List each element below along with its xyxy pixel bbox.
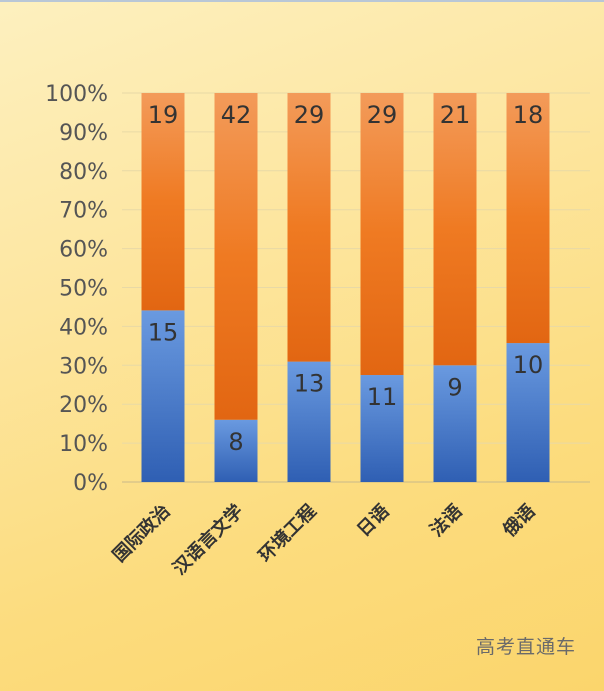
data-label: 9 (447, 373, 462, 401)
bar-segment (141, 310, 185, 482)
bar-segment (360, 375, 404, 482)
y-tick-label: 0% (73, 471, 108, 496)
y-tick-label: 80% (59, 160, 108, 185)
y-axis: 0% 10% 20% 30% 40% 50% 60% 70% 80% 90% 100% (45, 82, 108, 496)
x-tick-label: 国际政治 (108, 500, 174, 566)
data-label: 13 (294, 370, 325, 398)
bars (141, 93, 550, 482)
data-label: 29 (294, 101, 325, 129)
y-tick-label: 50% (59, 277, 108, 302)
y-tick-label: 70% (59, 199, 108, 224)
data-label: 42 (221, 101, 252, 129)
bar-segment (506, 93, 550, 344)
data-label: 8 (228, 428, 243, 456)
bar-segment (287, 361, 331, 482)
x-tick-label: 汉语言文学 (168, 500, 247, 579)
y-tick-label: 100% (45, 82, 108, 107)
y-tick-label: 90% (59, 121, 108, 146)
data-label: 11 (367, 383, 398, 411)
bar-segment (214, 93, 258, 420)
data-label: 18 (513, 101, 544, 129)
bar-segment (287, 93, 331, 362)
data-label: 19 (148, 101, 179, 129)
data-label: 29 (367, 101, 398, 129)
segment-labels: 15 19 8 42 13 29 11 29 9 21 10 18 (148, 101, 544, 456)
y-tick-label: 10% (59, 432, 108, 457)
bar-segment (433, 365, 477, 482)
watermark-text: 高考直通车 (475, 636, 576, 658)
data-label: 15 (148, 318, 179, 346)
x-tick-label: 俄语 (498, 500, 540, 542)
bar-segment (360, 93, 404, 376)
x-tick-label: 日语 (353, 501, 393, 541)
x-tick-label: 法语 (426, 500, 467, 541)
data-label: 21 (440, 101, 471, 129)
bar-segment (141, 93, 185, 311)
y-tick-label: 40% (59, 315, 108, 340)
x-tick-label: 环境工程 (254, 500, 320, 566)
bar-segment (433, 93, 477, 366)
y-tick-label: 20% (59, 393, 108, 418)
data-label: 10 (513, 351, 544, 379)
top-border-line (0, 0, 604, 2)
bar-segment (214, 419, 258, 482)
y-tick-label: 30% (59, 354, 108, 379)
bar-segment (506, 343, 550, 482)
y-tick-label: 60% (59, 238, 108, 263)
